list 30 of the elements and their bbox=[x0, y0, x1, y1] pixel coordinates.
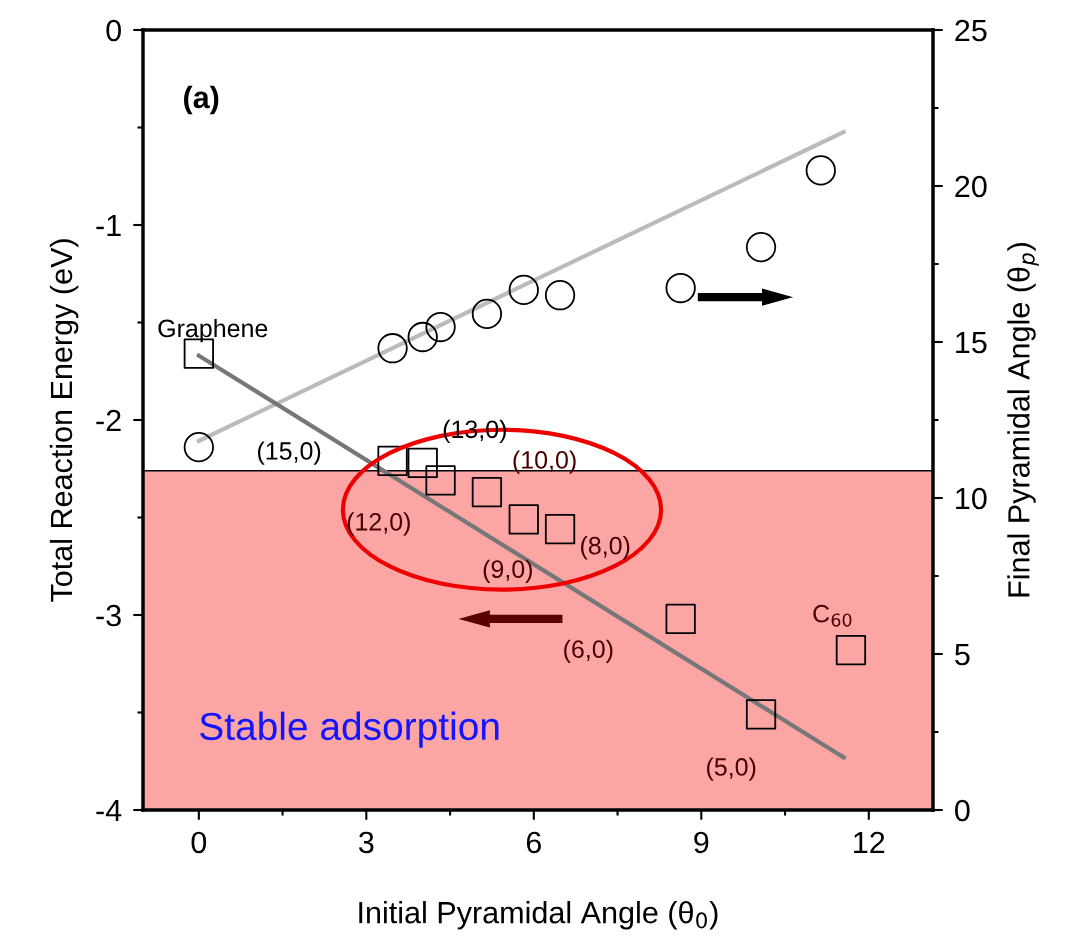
x-axis-title: Initial Pyramidal Angle (θ$_{0}$) bbox=[359, 900, 718, 930]
y2-tick-label: 20 bbox=[955, 175, 987, 198]
y2-axis-title: Final Pyramidal Angle (θ$_{p}$) bbox=[1007, 243, 1039, 597]
annotation: Graphene bbox=[158, 318, 268, 343]
x-tick-label: 3 bbox=[358, 831, 374, 854]
band-label: Stable adsorption bbox=[200, 711, 499, 748]
y-tick-label: -3 bbox=[96, 604, 121, 627]
y-tick-label: 0 bbox=[106, 19, 121, 42]
annotation: C$_{60}$ bbox=[813, 604, 852, 627]
y-tick-label: -1 bbox=[96, 215, 121, 237]
x-tick-label: 9 bbox=[694, 831, 709, 854]
annotation: (15,0) bbox=[258, 441, 321, 465]
y2-tick-label: 0 bbox=[955, 799, 970, 822]
annotation: (a) bbox=[184, 85, 219, 115]
x-tick-label: 6 bbox=[526, 831, 541, 854]
y-tick-label: -4 bbox=[96, 800, 122, 822]
annotation: (12,0) bbox=[347, 512, 410, 536]
annotation: (8,0) bbox=[581, 536, 630, 560]
y2-tick-label: 5 bbox=[955, 644, 970, 666]
annotation: (6,0) bbox=[564, 639, 613, 663]
x-tick-label: 0 bbox=[191, 831, 207, 854]
x-tick-label: 12 bbox=[854, 831, 885, 853]
y2-tick-label: 10 bbox=[956, 487, 987, 510]
y-axis-title: Total Reaction Energy (eV) bbox=[49, 239, 79, 602]
annotation: (9,0) bbox=[483, 559, 532, 583]
y2-tick-label: 25 bbox=[955, 19, 987, 42]
annotation: (5,0) bbox=[707, 757, 756, 781]
y-tick-label: -2 bbox=[96, 409, 121, 432]
y2-tick-label: 15 bbox=[956, 332, 987, 354]
annotation: (10,0) bbox=[513, 450, 576, 474]
